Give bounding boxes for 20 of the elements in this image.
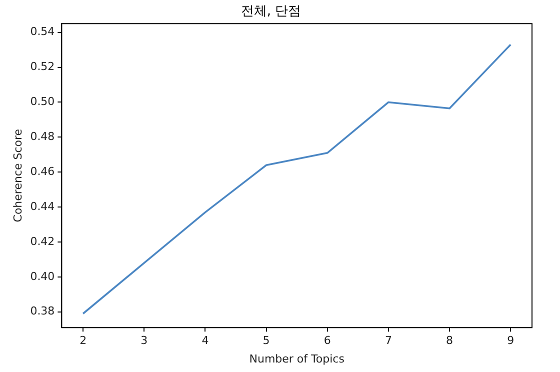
x-tick-label: 7 [384, 334, 392, 348]
x-tick-label: 3 [140, 334, 148, 348]
y-axis-title: Coherence Score [11, 128, 24, 222]
y-tick-label: 0.42 [30, 234, 55, 248]
y-tick-label: 0.40 [30, 270, 55, 283]
y-tick-label: 0.44 [30, 200, 55, 213]
y-tick-label: 0.50 [30, 95, 55, 108]
x-tick-label: 6 [324, 334, 331, 348]
y-tick-label: 0.46 [30, 164, 55, 178]
y-tick-label: 0.54 [30, 25, 55, 38]
y-tick-label: 0.48 [30, 130, 55, 144]
x-tick-label: 9 [507, 334, 514, 348]
x-tick-label: 2 [80, 334, 87, 348]
y-tick-label: 0.52 [30, 60, 55, 74]
x-tick-label: 4 [202, 334, 209, 348]
x-tick-label: 8 [446, 334, 454, 348]
y-tick-label: 0.38 [30, 304, 55, 318]
chart-title: 전체, 단점 [240, 4, 302, 20]
x-axis-title: Number of Topics [249, 352, 345, 366]
x-tick-label: 5 [262, 334, 270, 348]
